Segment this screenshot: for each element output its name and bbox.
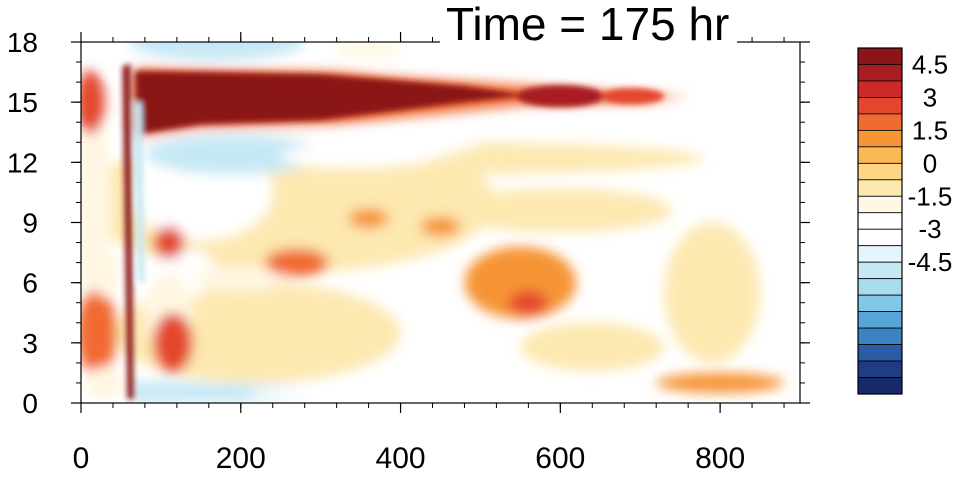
colorbar-box [857, 261, 903, 280]
y-tick-label: 15 [7, 87, 38, 118]
y-tick-label: 3 [22, 328, 38, 359]
colorbar-label: 1.5 [912, 115, 948, 145]
y-tick-label: 18 [7, 27, 38, 58]
field-region [133, 102, 145, 283]
top-negative-streak [128, 42, 305, 61]
colorbar-box [857, 377, 903, 395]
colorbar-box [857, 162, 903, 181]
colorbar-box [857, 80, 903, 98]
colorbar-box [857, 294, 903, 313]
field-blob [448, 188, 673, 233]
heatmap-field [81, 42, 800, 403]
colorbar-box [857, 97, 903, 115]
x-tick-label: 0 [73, 442, 90, 473]
colorbar-box [857, 129, 903, 148]
field-blob [600, 88, 665, 105]
colorbar-box [857, 344, 903, 362]
colorbar-box [857, 195, 903, 214]
colorbar-label: 3 [923, 82, 937, 112]
colorbar-label: 4.5 [912, 49, 948, 79]
field-blob [516, 85, 605, 108]
colorbar-label: -3 [918, 214, 941, 244]
field-sharp-layer [122, 64, 665, 399]
field-blob [192, 266, 289, 291]
field-blob [508, 290, 549, 315]
field-blob [152, 226, 185, 259]
field-blob [81, 70, 105, 135]
x-tick-label: 400 [376, 442, 426, 473]
field-blob [348, 208, 389, 229]
x-tick-label: 600 [535, 442, 585, 473]
colorbar-box [857, 212, 903, 230]
y-tick-label: 0 [22, 388, 38, 419]
x-tick-label: 800 [695, 442, 745, 473]
y-tick-label: 9 [22, 208, 38, 239]
colorbar-box [857, 245, 903, 263]
field-blob [336, 42, 401, 59]
field-blob [90, 248, 120, 297]
colorbar: 4.531.50-1.5-3-4.5 [857, 47, 953, 395]
colorbar-box [857, 146, 903, 164]
colorbar-box [857, 47, 903, 65]
plot-axes: 0 3 6 9 12 15 18 0 200 400 600 800 [7, 27, 810, 475]
upper-jet-core [135, 71, 529, 135]
x-tick-label: 200 [216, 442, 266, 473]
field-blob [81, 288, 117, 377]
colorbar-box [857, 327, 903, 345]
colorbar-label: 0 [923, 148, 937, 178]
field-blob [152, 312, 193, 373]
field-blob [420, 216, 461, 237]
weak-positive-patch [464, 246, 577, 319]
colorbar-frame [857, 47, 903, 395]
field-blob [280, 144, 425, 169]
colorbar-box [857, 278, 903, 296]
field-blob [84, 366, 125, 399]
colorbar-box [857, 179, 903, 197]
y-tick-label: 12 [7, 147, 38, 178]
west-front [122, 64, 134, 399]
chart-title: Time = 175 hr [440, 0, 738, 54]
field-blob [264, 248, 329, 277]
field-blob [656, 372, 785, 393]
colorbar-label: -4.5 [908, 247, 953, 277]
field-blob [520, 322, 665, 371]
field-blob [664, 222, 761, 363]
y-tick-label: 6 [22, 268, 38, 299]
colorbar-box [857, 311, 903, 329]
colorbar-box [857, 113, 903, 131]
field-blob [144, 134, 321, 175]
colorbar-box [857, 360, 903, 378]
colorbar-label: -1.5 [908, 181, 953, 211]
colorbar-box [857, 64, 903, 82]
field-blob [248, 385, 441, 400]
colorbar-box [857, 228, 903, 247]
